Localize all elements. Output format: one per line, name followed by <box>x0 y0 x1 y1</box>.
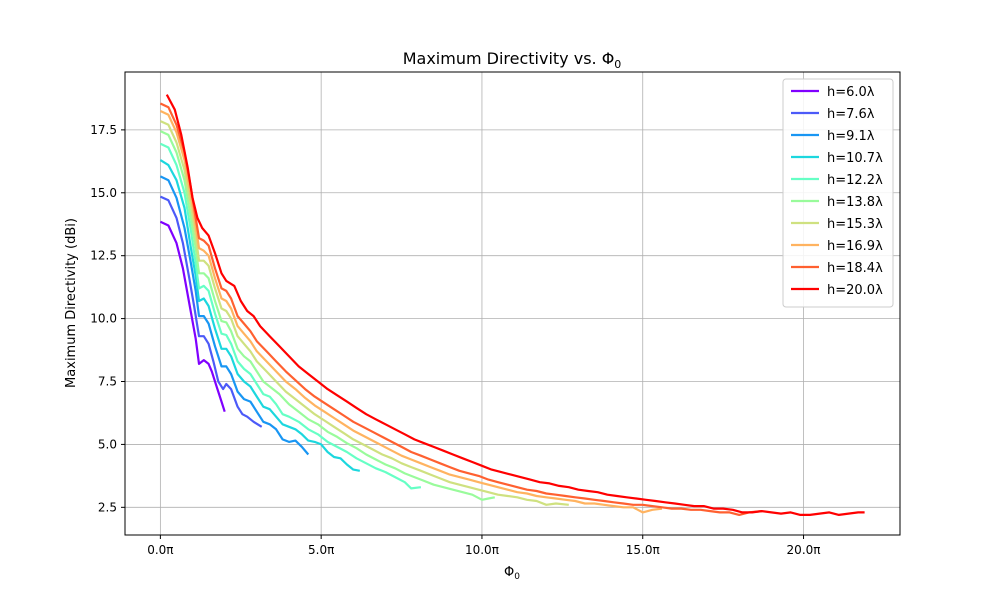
legend-entry: h=10.7λ <box>827 151 883 166</box>
legend-entry: h=18.4λ <box>827 261 883 276</box>
series-layer <box>159 94 865 517</box>
legend-entry: h=15.3λ <box>827 217 883 232</box>
y-tick-label: 7.5 <box>98 375 117 389</box>
y-tick-label: 5.0 <box>98 437 117 451</box>
series-line-6 <box>159 130 496 501</box>
series-line-7 <box>159 120 569 506</box>
legend-entry: h=16.9λ <box>827 239 883 254</box>
legend-entry: h=9.1λ <box>827 129 875 144</box>
y-axis-label: Maximum Directivity (dBi) <box>64 218 79 388</box>
x-tick-label: 20.0π <box>787 543 821 557</box>
legend: h=6.0λ h=7.6λ h=9.1λ h=10.7λ h=12.2λ h=13.8λ h… <box>782 78 894 308</box>
y-tick-label: 10.0 <box>90 312 117 326</box>
series-line-3 <box>159 175 310 456</box>
axis-ticks: 0.0π 5.0π 10.0π 15.0π 20.0π 2.5 5.0 7.5 10.0 12.5… <box>90 123 820 557</box>
series-line-4 <box>159 159 360 472</box>
y-tick-label: 17.5 <box>90 123 117 137</box>
series-line-1 <box>159 220 226 413</box>
legend-entry: h=20.0λ <box>827 283 883 298</box>
x-tick-label: 10.0π <box>465 543 499 557</box>
chart-title: Maximum Directivity vs. Φ0 <box>403 49 622 71</box>
legend-entry: h=6.0λ <box>827 85 875 100</box>
series-line-8 <box>159 110 663 514</box>
y-tick-label: 12.5 <box>90 249 117 263</box>
series-line-10 <box>165 94 865 517</box>
x-tick-label: 0.0π <box>147 543 173 557</box>
x-tick-label: 5.0π <box>308 543 334 557</box>
legend-entry: h=13.8λ <box>827 195 883 210</box>
y-tick-label: 2.5 <box>98 500 117 514</box>
legend-entry: h=12.2λ <box>827 173 883 188</box>
legend-entry: h=7.6λ <box>827 107 875 122</box>
plot-frame <box>124 71 901 536</box>
x-tick-label: 15.0π <box>626 543 660 557</box>
x-axis-label: Φ0 <box>504 565 520 582</box>
series-line-2 <box>159 195 263 428</box>
y-tick-label: 15.0 <box>90 186 117 200</box>
series-line-9 <box>159 102 762 517</box>
series-line-5 <box>159 142 422 490</box>
